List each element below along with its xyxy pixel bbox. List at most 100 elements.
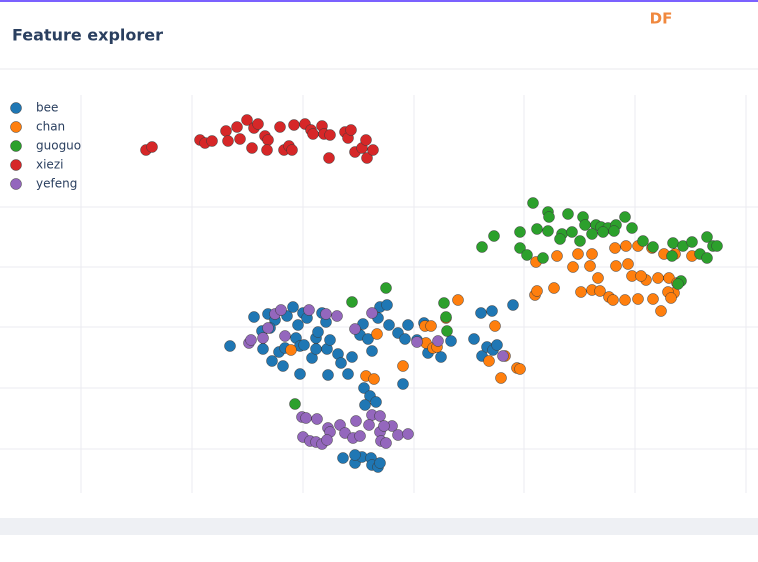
- point: [380, 282, 392, 294]
- point: [572, 248, 584, 260]
- point: [486, 305, 498, 317]
- point: [531, 285, 543, 297]
- point: [468, 333, 480, 345]
- legend-label: guoguo: [36, 139, 81, 153]
- series: [289, 197, 723, 410]
- point: [368, 373, 380, 385]
- point: [366, 307, 378, 319]
- point: [345, 124, 357, 136]
- point: [337, 452, 349, 464]
- point: [310, 343, 322, 355]
- point: [701, 231, 713, 243]
- point: [383, 319, 395, 331]
- point: [397, 360, 409, 372]
- point: [370, 396, 382, 408]
- point: [647, 241, 659, 253]
- point: [358, 382, 370, 394]
- point: [655, 305, 667, 317]
- point: [575, 286, 587, 298]
- point: [626, 222, 638, 234]
- point: [287, 301, 299, 313]
- legend-marker: [10, 159, 22, 171]
- point: [374, 457, 386, 469]
- point: [320, 308, 332, 320]
- point: [647, 293, 659, 305]
- top-bar: [0, 0, 758, 2]
- point: [527, 197, 539, 209]
- point: [441, 325, 453, 337]
- point: [619, 211, 631, 223]
- point: [607, 294, 619, 306]
- point: [531, 223, 543, 235]
- point: [262, 134, 274, 146]
- point: [300, 412, 312, 424]
- point: [322, 369, 334, 381]
- point: [275, 304, 287, 316]
- point: [667, 237, 679, 249]
- point: [402, 428, 414, 440]
- point: [262, 322, 274, 334]
- point: [597, 226, 609, 238]
- point: [445, 335, 457, 347]
- point: [567, 261, 579, 273]
- point: [579, 219, 591, 231]
- point: [277, 360, 289, 372]
- point: [672, 278, 684, 290]
- logo[interactable]: DF: [650, 10, 673, 28]
- point: [354, 430, 366, 442]
- point: [362, 333, 374, 345]
- point: [257, 343, 269, 355]
- point: [584, 260, 596, 272]
- point: [224, 340, 236, 352]
- point: [652, 272, 664, 284]
- point: [381, 299, 393, 311]
- point: [366, 345, 378, 357]
- point: [514, 242, 526, 254]
- point: [574, 235, 586, 247]
- point: [346, 296, 358, 308]
- point: [378, 420, 390, 432]
- point: [331, 310, 343, 322]
- point: [350, 415, 362, 427]
- point: [252, 118, 264, 130]
- legend-marker: [10, 121, 22, 133]
- point: [323, 152, 335, 164]
- point: [620, 240, 632, 252]
- point: [632, 293, 644, 305]
- point: [551, 250, 563, 262]
- point: [507, 299, 519, 311]
- legend-marker: [10, 102, 22, 114]
- legend-label: chan: [36, 120, 65, 134]
- point: [435, 351, 447, 363]
- point: [586, 248, 598, 260]
- page-title: Feature explorer: [12, 26, 163, 45]
- point: [562, 208, 574, 220]
- legend-marker: [10, 140, 22, 152]
- point: [609, 242, 621, 254]
- point: [489, 320, 501, 332]
- point: [566, 226, 578, 238]
- point: [392, 429, 404, 441]
- point: [635, 270, 647, 282]
- point: [335, 357, 347, 369]
- point: [288, 119, 300, 131]
- point: [666, 250, 678, 262]
- point: [476, 241, 488, 253]
- legend-label: bee: [36, 101, 58, 115]
- point: [380, 437, 392, 449]
- legend: bee chan guoguo xiezi yefeng: [10, 101, 81, 191]
- point: [608, 225, 620, 237]
- point: [292, 319, 304, 331]
- point: [495, 372, 507, 384]
- point: [514, 226, 526, 238]
- point: [349, 449, 361, 461]
- point: [521, 249, 533, 261]
- point: [497, 350, 509, 362]
- point: [286, 144, 298, 156]
- point: [619, 294, 631, 306]
- point: [374, 410, 386, 422]
- footer-band: [0, 518, 758, 535]
- point: [686, 236, 698, 248]
